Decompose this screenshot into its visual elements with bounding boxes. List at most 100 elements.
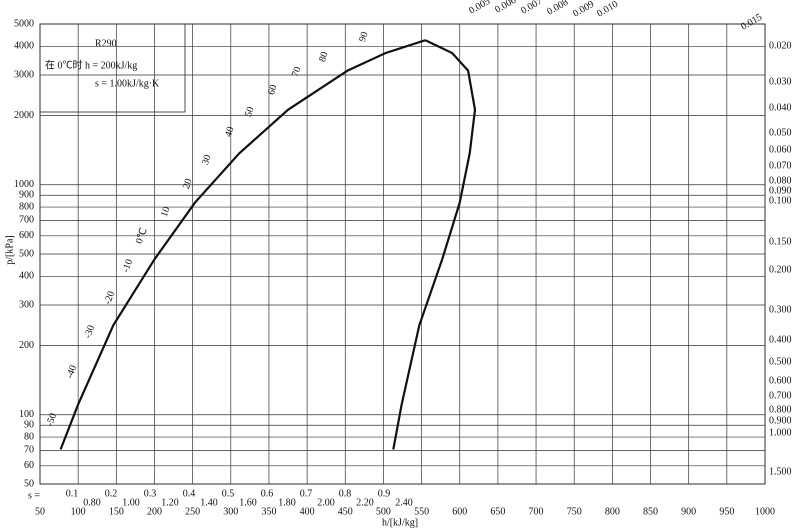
x-tick-label: 950 bbox=[719, 506, 734, 517]
isotherm-label: 50 bbox=[243, 105, 257, 118]
entropy-label: 0.6 bbox=[261, 488, 274, 499]
volume-label: 1.500 bbox=[769, 466, 792, 477]
isotherm-label: -10 bbox=[120, 258, 135, 274]
isotherm-label: -50 bbox=[44, 412, 59, 428]
y-tick-label: 50 bbox=[24, 478, 34, 489]
entropy-label: 0.80 bbox=[83, 497, 101, 508]
entropy-prefix: s = bbox=[28, 490, 40, 501]
x-tick-label: 50 bbox=[35, 506, 45, 517]
entropy-label: 0.2 bbox=[105, 488, 118, 499]
isotherm-label: 60 bbox=[266, 83, 280, 96]
y-tick-label: 900 bbox=[19, 190, 34, 201]
volume-label: 0.150 bbox=[769, 236, 792, 247]
x-tick-label: 400 bbox=[300, 506, 315, 517]
volume-label: 0.300 bbox=[769, 304, 792, 315]
volume-label: 0.200 bbox=[769, 264, 792, 275]
volume-label: 0.050 bbox=[769, 127, 792, 138]
y-tick-label: 4000 bbox=[14, 41, 34, 52]
x-tick-label: 700 bbox=[529, 506, 544, 517]
volume-label: 0.500 bbox=[769, 356, 792, 367]
y-tick-label: 5000 bbox=[14, 18, 34, 29]
volume-label: 0.015 bbox=[739, 12, 764, 33]
volume-label: 0.010 bbox=[595, 0, 620, 20]
volume-label: 0.040 bbox=[769, 102, 792, 113]
y-tick-label: 3000 bbox=[14, 69, 34, 80]
x-tick-label: 750 bbox=[567, 506, 582, 517]
x-tick-label: 850 bbox=[643, 506, 658, 517]
y-tick-label: 2000 bbox=[14, 110, 34, 121]
x-tick-label: 300 bbox=[223, 506, 238, 517]
volume-label: 0.080 bbox=[769, 175, 792, 186]
x-tick-label: 550 bbox=[414, 506, 429, 517]
x-tick-label: 600 bbox=[452, 506, 467, 517]
volume-label: 0.900 bbox=[769, 415, 792, 426]
y-tick-label: 90 bbox=[24, 420, 34, 431]
entropy-label: 1.20 bbox=[161, 497, 179, 508]
y-tick-label: 400 bbox=[19, 271, 34, 282]
volume-label: 0.030 bbox=[769, 76, 792, 87]
isotherm-label: -20 bbox=[102, 290, 117, 306]
volume-label: 0.006 bbox=[493, 0, 518, 16]
isotherm-label: 70 bbox=[290, 65, 304, 78]
x-tick-label: 150 bbox=[109, 506, 124, 517]
y-tick-label: 800 bbox=[19, 201, 34, 212]
entropy-label: 2.00 bbox=[317, 497, 335, 508]
saturation-line bbox=[59, 39, 426, 450]
y-tick-label: 60 bbox=[24, 460, 34, 471]
y-tick-label: 200 bbox=[19, 340, 34, 351]
isotherm-label: 20 bbox=[181, 177, 195, 190]
volume-label: 0.400 bbox=[769, 334, 792, 345]
entropy-label: 1.80 bbox=[278, 497, 296, 508]
isotherm-label: 30 bbox=[200, 153, 214, 166]
entropy-label: 0.1 bbox=[66, 488, 79, 499]
volume-label: 0.090 bbox=[769, 185, 792, 196]
x-tick-label: 800 bbox=[605, 506, 620, 517]
entropy-label: 0.5 bbox=[222, 488, 235, 499]
y-tick-label: 700 bbox=[19, 215, 34, 226]
entropy-label: 0.3 bbox=[144, 488, 157, 499]
y-tick-label: 300 bbox=[19, 299, 34, 310]
entropy-label: 1.60 bbox=[239, 497, 257, 508]
isotherm-label: 40 bbox=[223, 125, 237, 138]
entropy-label: 0.7 bbox=[300, 488, 313, 499]
isotherm-label: -30 bbox=[82, 324, 97, 340]
volume-label: 0.700 bbox=[769, 390, 792, 401]
y-tick-label: 1000 bbox=[14, 179, 34, 190]
isotherm-label: -40 bbox=[64, 364, 79, 380]
entropy-label: 1.00 bbox=[122, 497, 140, 508]
volume-label: 0.070 bbox=[769, 160, 792, 171]
volume-label: 0.100 bbox=[769, 195, 792, 206]
y-axis-label: p/[kPa] bbox=[4, 235, 15, 264]
x-tick-label: 250 bbox=[185, 506, 200, 517]
entropy-label: 0.9 bbox=[378, 488, 391, 499]
entropy-label: 0.4 bbox=[183, 488, 196, 499]
volume-label: 0.600 bbox=[769, 375, 792, 386]
isotherm-label: 90 bbox=[357, 30, 371, 43]
y-tick-label: 500 bbox=[19, 248, 34, 259]
entropy-label: 1.40 bbox=[200, 497, 218, 508]
x-tick-label: 500 bbox=[376, 506, 391, 517]
x-tick-label: 650 bbox=[490, 506, 505, 517]
volume-label: 0.800 bbox=[769, 404, 792, 415]
volume-label: 0.005 bbox=[467, 0, 492, 17]
entropy-label: 0.8 bbox=[339, 488, 352, 499]
entropy-label: 2.20 bbox=[356, 497, 374, 508]
entropy-label: 2.40 bbox=[395, 497, 413, 508]
volume-label: 0.009 bbox=[571, 0, 596, 20]
header-line: 在 0℃时 h = 200kJ/kg bbox=[45, 59, 137, 71]
volume-label: 0.020 bbox=[769, 40, 792, 51]
x-tick-label: 100 bbox=[71, 506, 86, 517]
chart-title: R290 bbox=[95, 38, 117, 49]
volume-label: 0.008 bbox=[545, 0, 570, 18]
y-tick-label: 100 bbox=[19, 409, 34, 420]
header-line: s = 1.00kJ/kg·K bbox=[95, 78, 160, 89]
x-tick-label: 1000 bbox=[755, 506, 775, 517]
x-tick-label: 450 bbox=[338, 506, 353, 517]
volume-label: 1.000 bbox=[769, 427, 792, 438]
volume-label: 0.060 bbox=[769, 144, 792, 155]
x-tick-label: 900 bbox=[681, 506, 696, 517]
y-tick-label: 80 bbox=[24, 431, 34, 442]
isotherm-label: 0℃ bbox=[134, 226, 150, 245]
x-tick-label: 350 bbox=[261, 506, 276, 517]
